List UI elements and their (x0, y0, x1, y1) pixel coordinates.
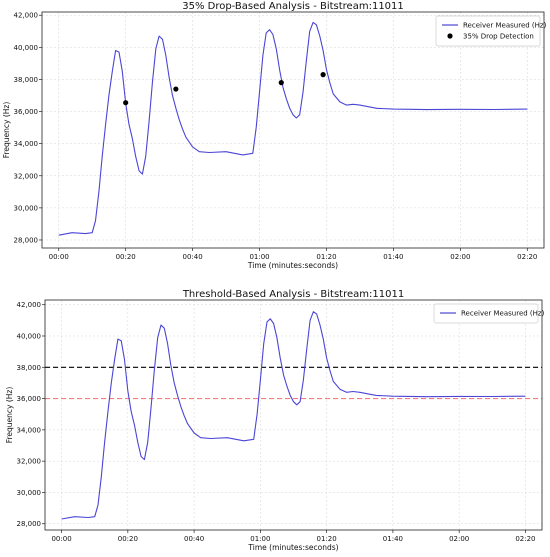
y-axis-label: Frequency (Hz) (2, 102, 11, 159)
y-tick-label: 38,000 (14, 76, 39, 84)
y-tick-label: 38,000 (17, 364, 42, 372)
y-tick-label: 40,000 (17, 332, 42, 340)
y-tick-label: 28,000 (17, 520, 42, 528)
y-axis-label: Frequency (Hz) (5, 387, 14, 444)
x-tick-label: 01:20 (317, 535, 337, 543)
x-tick-label: 02:00 (450, 253, 470, 261)
x-tick-label: 02:20 (517, 253, 537, 261)
legend-label: 35% Drop Detection (463, 33, 534, 41)
legend: Receiver Measured (Hz) 35% Drop Detection (435, 15, 547, 47)
drop-detection-point (320, 72, 326, 78)
legend-box (433, 303, 539, 324)
y-tick-label: 32,000 (14, 172, 39, 180)
x-tick-label: 01:40 (383, 535, 403, 543)
y-tick-label: 36,000 (14, 108, 39, 116)
y-tick-label: 36,000 (17, 395, 42, 403)
chart-drop-analysis: 00:00 00:20 00:40 01:00 01:20 01:40 02:00 02:20… (2, 1, 547, 270)
drop-detection-point (123, 100, 129, 106)
drop-detection-point (173, 86, 179, 92)
y-tick-label: 30,000 (17, 489, 42, 497)
drop-detection-point (278, 80, 284, 86)
y-tick-label: 42,000 (17, 301, 42, 309)
legend-label: Receiver Measured (Hz) (463, 22, 547, 30)
x-tick-label: 00:20 (116, 253, 136, 261)
plot-area (42, 12, 544, 248)
plot-frame (41, 11, 545, 249)
x-tick-label: 00:00 (49, 253, 69, 261)
y-tick-label: 34,000 (14, 140, 39, 148)
x-tick-label: 01:00 (249, 253, 269, 261)
series-line (58, 21, 528, 236)
legend-label: Receiver Measured (Hz) (461, 310, 545, 318)
x-tick-label: 01:40 (383, 253, 403, 261)
plot-area (45, 300, 542, 530)
x-tick-label: 02:20 (515, 535, 535, 543)
y-tick-label: 40,000 (14, 44, 39, 52)
y-tick-label: 28,000 (14, 236, 39, 244)
x-tick-label: 00:40 (183, 253, 203, 261)
y-tick-label: 42,000 (14, 12, 39, 20)
legend-box (435, 15, 541, 47)
y-tick-label: 32,000 (17, 458, 42, 466)
x-tick-label: 00:40 (184, 535, 204, 543)
chart-threshold-analysis: 00:00 00:20 00:40 01:00 01:20 01:40 02:00 02:20… (5, 289, 545, 552)
chart-title: 35% Drop-Based Analysis - Bitstream:1101… (182, 1, 404, 12)
x-tick-label: 01:20 (316, 253, 336, 261)
x-axis-label: Time (minutes:seconds) (247, 543, 338, 552)
x-tick-label: 01:00 (250, 535, 270, 543)
x-axis-label: Time (minutes:seconds) (247, 261, 338, 270)
series-line (61, 311, 526, 520)
chart-title: Threshold-Based Analysis - Bitstream:110… (182, 289, 404, 300)
x-tick-label: 00:00 (51, 535, 71, 543)
x-tick-label: 00:20 (118, 535, 138, 543)
plot-frame (44, 299, 543, 531)
legend-dot-swatch (447, 33, 453, 39)
y-tick-label: 30,000 (14, 204, 39, 212)
y-tick-label: 34,000 (17, 426, 42, 434)
x-tick-label: 02:00 (449, 535, 469, 543)
legend: Receiver Measured (Hz) (433, 303, 545, 324)
